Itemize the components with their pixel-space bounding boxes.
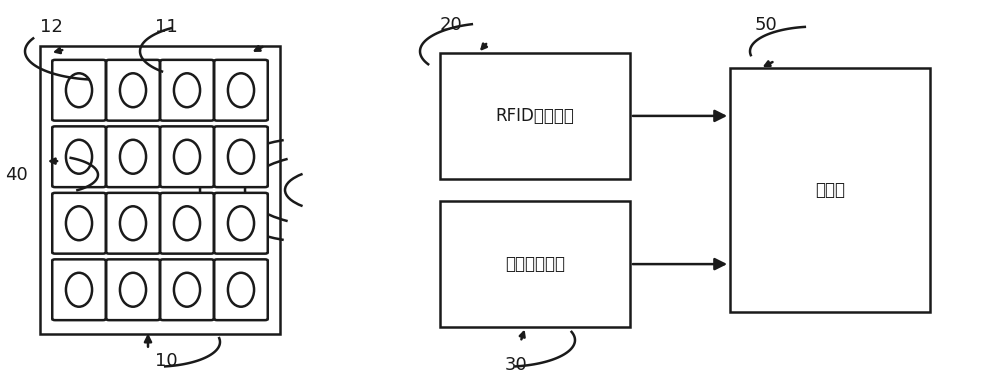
FancyBboxPatch shape bbox=[52, 60, 106, 121]
Bar bbox=[440, 201, 630, 327]
Ellipse shape bbox=[120, 73, 146, 107]
Text: RFID识别装置: RFID识别装置 bbox=[496, 107, 574, 125]
Text: 40: 40 bbox=[5, 166, 28, 184]
FancyBboxPatch shape bbox=[160, 60, 214, 121]
FancyBboxPatch shape bbox=[214, 60, 268, 121]
FancyBboxPatch shape bbox=[160, 126, 214, 187]
Ellipse shape bbox=[120, 140, 146, 174]
Text: 辅助识别装置: 辅助识别装置 bbox=[505, 255, 565, 273]
Text: 12: 12 bbox=[40, 17, 63, 36]
Ellipse shape bbox=[174, 206, 200, 240]
FancyBboxPatch shape bbox=[52, 126, 106, 187]
Bar bbox=[40, 46, 280, 334]
Ellipse shape bbox=[120, 206, 146, 240]
Ellipse shape bbox=[120, 273, 146, 307]
Ellipse shape bbox=[174, 140, 200, 174]
Text: 50: 50 bbox=[755, 16, 778, 34]
Ellipse shape bbox=[66, 273, 92, 307]
FancyBboxPatch shape bbox=[214, 126, 268, 187]
Text: 10: 10 bbox=[155, 352, 178, 370]
FancyBboxPatch shape bbox=[106, 259, 160, 320]
FancyBboxPatch shape bbox=[52, 193, 106, 254]
Text: 30: 30 bbox=[505, 356, 528, 374]
Ellipse shape bbox=[66, 206, 92, 240]
Bar bbox=[730, 68, 930, 312]
FancyBboxPatch shape bbox=[160, 259, 214, 320]
FancyBboxPatch shape bbox=[160, 193, 214, 254]
FancyBboxPatch shape bbox=[106, 60, 160, 121]
Ellipse shape bbox=[66, 73, 92, 107]
Ellipse shape bbox=[228, 273, 254, 307]
Ellipse shape bbox=[174, 273, 200, 307]
FancyBboxPatch shape bbox=[214, 193, 268, 254]
Ellipse shape bbox=[66, 140, 92, 174]
Text: 20: 20 bbox=[440, 16, 463, 34]
Ellipse shape bbox=[228, 206, 254, 240]
Ellipse shape bbox=[228, 140, 254, 174]
FancyBboxPatch shape bbox=[106, 126, 160, 187]
Bar bbox=[440, 53, 630, 179]
Ellipse shape bbox=[228, 73, 254, 107]
FancyBboxPatch shape bbox=[106, 193, 160, 254]
FancyBboxPatch shape bbox=[214, 259, 268, 320]
Text: 控制器: 控制器 bbox=[815, 181, 845, 199]
FancyBboxPatch shape bbox=[52, 259, 106, 320]
Ellipse shape bbox=[174, 73, 200, 107]
Text: 11: 11 bbox=[155, 17, 178, 36]
